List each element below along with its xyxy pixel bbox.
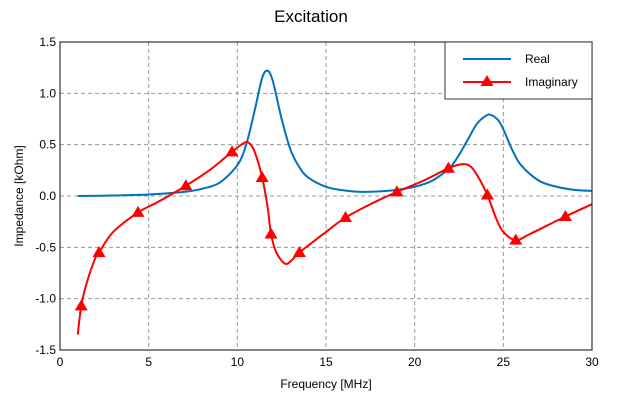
y-tick-label: -0.5 (35, 240, 56, 254)
y-tick-label: 0.5 (39, 138, 56, 152)
data-point-marker (558, 210, 572, 222)
x-tick-label: 15 (319, 355, 333, 369)
x-tick-label: 20 (408, 355, 422, 369)
x-tick-label: 5 (145, 355, 152, 369)
data-point-marker (131, 205, 145, 217)
grid (60, 42, 592, 350)
x-tick-label: 25 (497, 355, 511, 369)
x-tick-label: 10 (231, 355, 245, 369)
legend-real-label: Real (525, 52, 550, 66)
legend-imaginary-label: Imaginary (525, 75, 578, 89)
y-tick-label: -1.0 (35, 292, 56, 306)
legend-imaginary-marker (480, 75, 494, 86)
x-tick-label: 30 (585, 355, 599, 369)
data-point-marker (225, 145, 239, 157)
y-tick-label: 0.0 (39, 189, 56, 203)
tick-labels: 0 5 10 15 20 25 30 1.5 1.0 0.5 0.0 -0.5 -1.0 -1.5 (35, 35, 599, 369)
plot-frame (59, 41, 593, 351)
data-point-marker (509, 233, 523, 245)
chart-title: Excitation (274, 7, 348, 26)
legend: Real Imaginary (444, 41, 593, 100)
data-point-marker (441, 161, 455, 173)
legend-box (444, 41, 593, 100)
series-line-real (77, 69, 593, 197)
data-point-marker (255, 171, 269, 183)
data-point-marker (179, 179, 193, 191)
x-axis-label: Frequency [MHz] (280, 377, 371, 391)
y-tick-label: 1.0 (39, 86, 56, 100)
data-point-marker (480, 188, 494, 200)
data-point-marker (390, 185, 404, 197)
data-point-marker (92, 245, 106, 257)
y-tick-label: 1.5 (39, 35, 56, 49)
series-layer (74, 69, 593, 335)
data-point-marker (264, 227, 278, 239)
data-point-marker (292, 245, 306, 257)
data-point-marker (339, 211, 353, 223)
data-point-marker (74, 299, 88, 311)
y-axis-label: Impedance [kOhm] (12, 145, 26, 246)
y-tick-label: -1.5 (35, 343, 56, 357)
x-tick-label: 0 (57, 355, 64, 369)
